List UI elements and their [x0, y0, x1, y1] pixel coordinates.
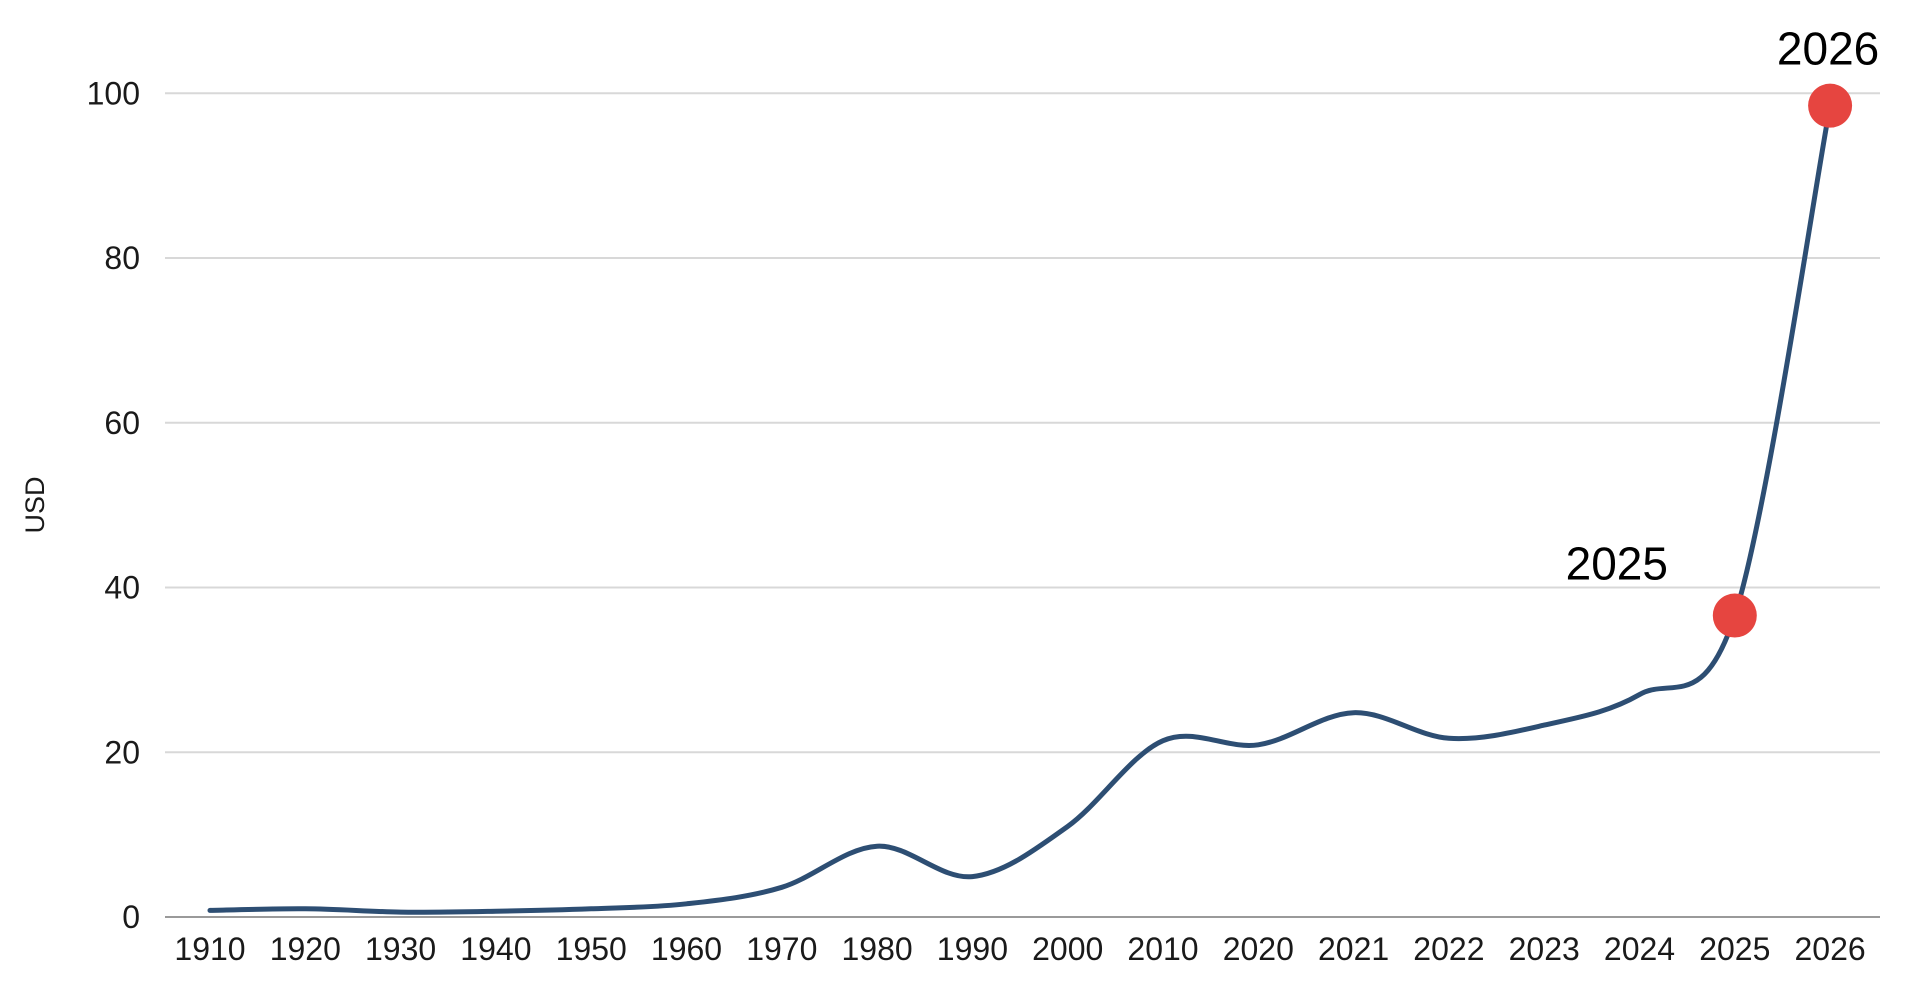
- y-tick-label: 0: [122, 899, 140, 935]
- x-tick-label: 1920: [270, 931, 341, 967]
- y-tick-label: 60: [104, 405, 140, 441]
- x-tick-label: 1970: [746, 931, 817, 967]
- y-axis-title: USD: [20, 476, 50, 533]
- x-tick-label: 2010: [1127, 931, 1198, 967]
- data-point-marker-2025: [1712, 593, 1757, 638]
- y-tick-label: 80: [104, 240, 140, 276]
- y-tick-label: 20: [104, 734, 140, 770]
- x-tick-label: 2022: [1413, 931, 1484, 967]
- x-tick-label: 2024: [1604, 931, 1675, 967]
- x-tick-label: 1960: [651, 931, 722, 967]
- x-tick-label: 1930: [365, 931, 436, 967]
- x-tick-label: 1950: [556, 931, 627, 967]
- x-tick-label: 2021: [1318, 931, 1389, 967]
- x-tick-label: 2025: [1699, 931, 1770, 967]
- x-tick-label: 2023: [1509, 931, 1580, 967]
- x-tick-label: 1980: [842, 931, 913, 967]
- annotation-2025: 2025: [1566, 538, 1668, 590]
- y-tick-label: 40: [104, 570, 140, 606]
- x-tick-label: 2026: [1795, 931, 1866, 967]
- x-tick-label: 2000: [1032, 931, 1103, 967]
- x-tick-label: 1990: [937, 931, 1008, 967]
- y-tick-label: 100: [87, 75, 140, 111]
- x-tick-label: 1940: [460, 931, 531, 967]
- data-point-marker-2026: [1808, 83, 1853, 128]
- annotation-2026: 2026: [1777, 23, 1879, 75]
- series-line: [207, 103, 1833, 915]
- x-tick-label: 2020: [1223, 931, 1294, 967]
- x-tick-label: 1910: [174, 931, 245, 967]
